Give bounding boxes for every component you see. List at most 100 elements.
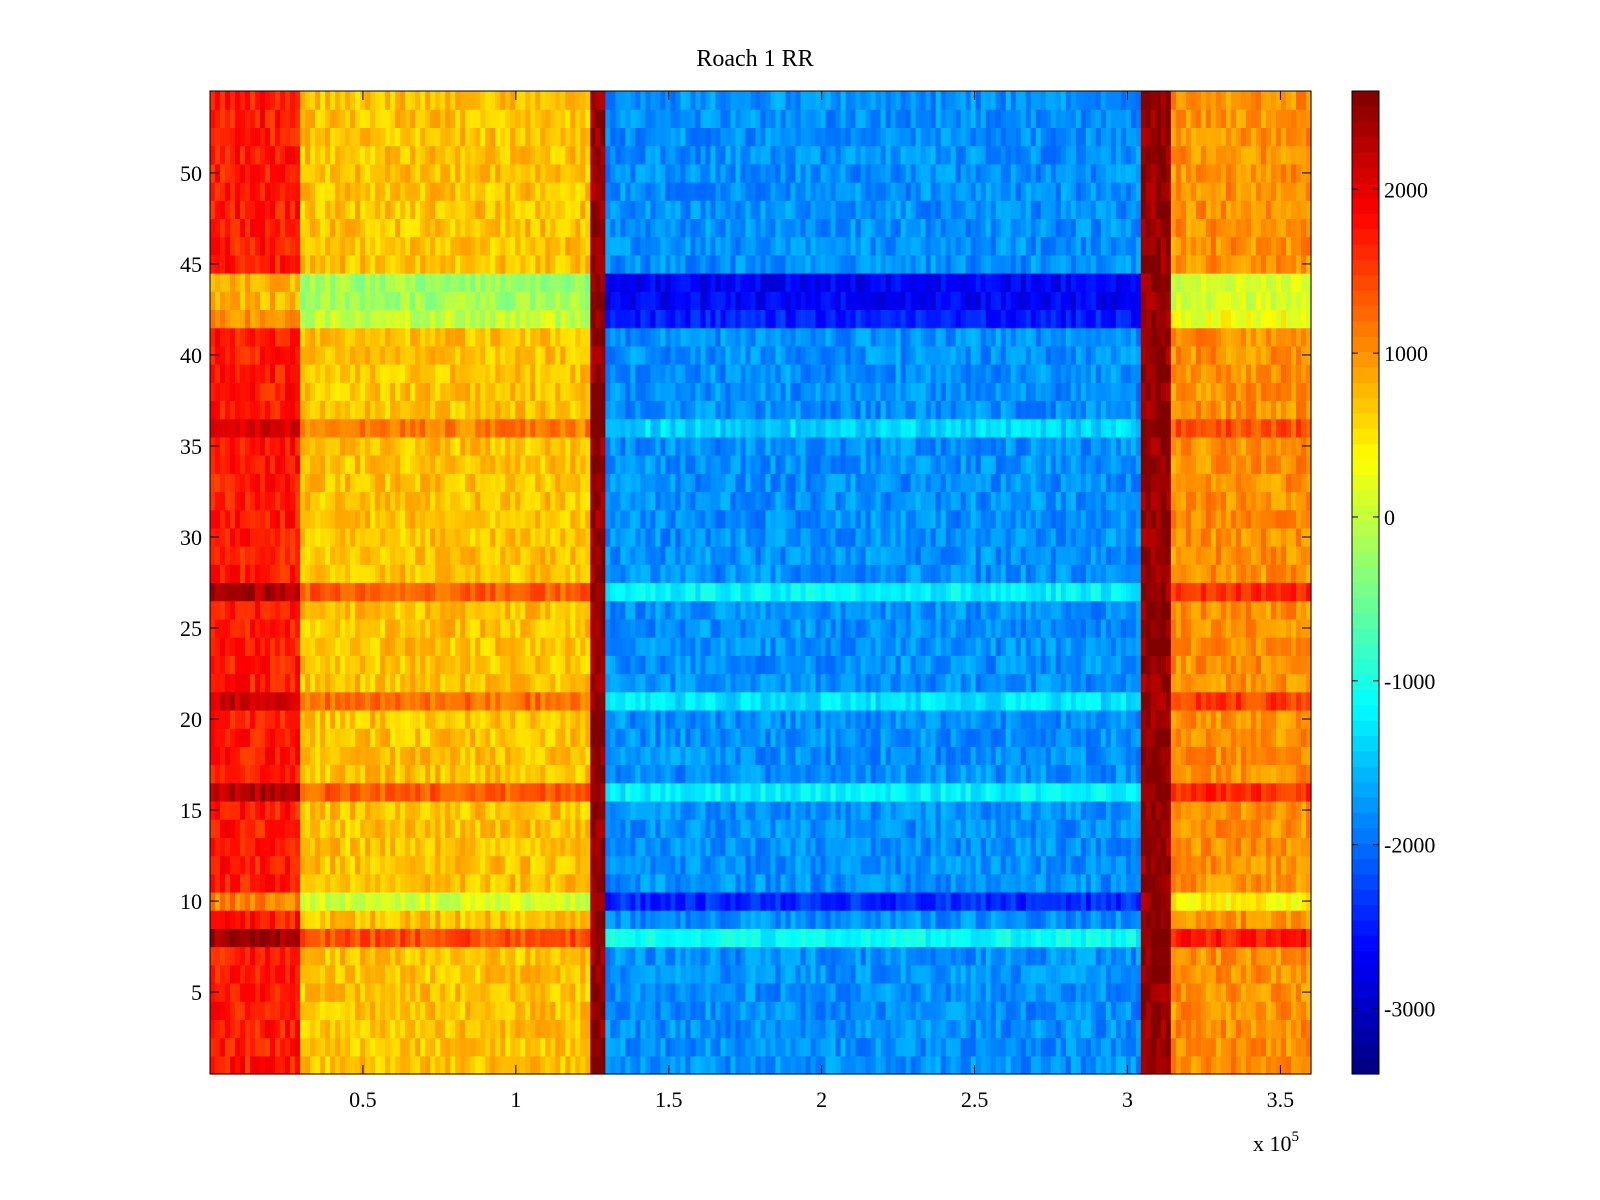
heatmap-cell (210, 637, 216, 656)
heatmap-cell (390, 728, 396, 747)
heatmap-cell (395, 127, 401, 147)
heatmap-cell (640, 127, 646, 147)
heatmap-cell (415, 564, 421, 584)
heatmap-cell (540, 273, 546, 292)
heatmap-cell (620, 327, 626, 347)
heatmap-cell (660, 418, 667, 438)
heatmap-cell (450, 764, 456, 784)
heatmap-cell (570, 637, 576, 656)
heatmap-cell (250, 910, 256, 929)
heatmap-cell (475, 527, 481, 547)
heatmap-cell (670, 819, 677, 838)
heatmap-cell (425, 254, 431, 274)
heatmap-cell (470, 436, 476, 456)
heatmap-cell (555, 891, 561, 911)
heatmap-cell (660, 1055, 667, 1075)
heatmap-cell (530, 163, 536, 183)
heatmap-cell (370, 946, 376, 966)
heatmap-cell (480, 982, 486, 1002)
heatmap-cell (355, 637, 361, 656)
heatmap-cell (475, 345, 481, 365)
heatmap-cell (495, 345, 501, 365)
heatmap-cell (285, 254, 291, 274)
heatmap-cell (275, 618, 281, 638)
heatmap-cell (390, 145, 396, 165)
heatmap-cell (515, 382, 521, 402)
heatmap-cell (575, 582, 581, 602)
heatmap-cell (400, 782, 406, 802)
heatmap-cell (385, 145, 391, 165)
heatmap-cell (360, 364, 366, 383)
heatmap-cell (635, 800, 641, 820)
heatmap-cell (445, 709, 451, 729)
heatmap-cell (570, 309, 576, 329)
heatmap-cell (405, 982, 411, 1002)
heatmap-cell (425, 109, 431, 128)
heatmap-cell (575, 673, 581, 693)
heatmap-cell (230, 364, 236, 383)
heatmap-cell (375, 364, 381, 383)
heatmap-cell (350, 855, 356, 875)
heatmap-cell (415, 200, 421, 220)
heatmap-cell (215, 309, 221, 329)
heatmap-cell (495, 1019, 501, 1039)
heatmap-cell (530, 946, 536, 966)
heatmap-cell (335, 200, 341, 220)
heatmap-cell (460, 764, 466, 784)
heatmap-cell (250, 946, 256, 966)
heatmap-cell (625, 910, 631, 929)
heatmap-cell (570, 709, 576, 729)
heatmap-cell (630, 182, 636, 201)
heatmap-cell (335, 218, 341, 238)
heatmap-cell (500, 436, 506, 456)
heatmap-cell (305, 1037, 311, 1057)
heatmap-cell (620, 564, 626, 584)
heatmap-cell (575, 400, 581, 420)
heatmap-cell (235, 800, 241, 820)
heatmap-cell (280, 400, 286, 420)
heatmap-cell (655, 728, 661, 747)
heatmap-cell (305, 400, 311, 420)
heatmap-cell (370, 855, 376, 875)
heatmap-cell (455, 928, 461, 948)
heatmap-cell (655, 946, 661, 966)
heatmap-cell (515, 764, 521, 784)
heatmap-cell (580, 345, 586, 365)
heatmap-cell (610, 564, 616, 584)
heatmap-cell (225, 673, 231, 693)
heatmap-cell (465, 254, 471, 274)
heatmap-cell (550, 709, 556, 729)
heatmap-cell (615, 527, 621, 547)
heatmap-cell (590, 127, 596, 147)
heatmap-cell (510, 582, 516, 602)
heatmap-cell (340, 309, 346, 329)
heatmap-cell (380, 291, 386, 311)
heatmap-cell (490, 291, 496, 311)
heatmap-cell (610, 582, 616, 602)
heatmap-cell (305, 946, 311, 966)
heatmap-cell (585, 91, 591, 110)
heatmap-cell (615, 655, 621, 675)
heatmap-cell (430, 345, 436, 365)
heatmap-cell (590, 345, 596, 365)
heatmap-cell (600, 600, 606, 620)
heatmap-cell (210, 855, 216, 875)
heatmap-cell (340, 910, 346, 929)
heatmap-cell (655, 236, 661, 256)
heatmap-cell (560, 1001, 566, 1020)
heatmap-cell (585, 200, 591, 220)
heatmap-cell (355, 163, 361, 183)
heatmap-cell (565, 109, 571, 128)
heatmap-cell (235, 509, 241, 529)
heatmap-cell (400, 382, 406, 402)
heatmap-cell (340, 254, 346, 274)
heatmap-cell (600, 273, 606, 292)
heatmap-cell (460, 345, 466, 365)
heatmap-cell (230, 1055, 236, 1075)
heatmap-cell (400, 928, 406, 948)
heatmap-cell (300, 782, 306, 802)
heatmap-cell (625, 291, 631, 311)
heatmap-cell (325, 473, 331, 493)
heatmap-cell (420, 418, 426, 438)
heatmap-cell (305, 91, 311, 110)
